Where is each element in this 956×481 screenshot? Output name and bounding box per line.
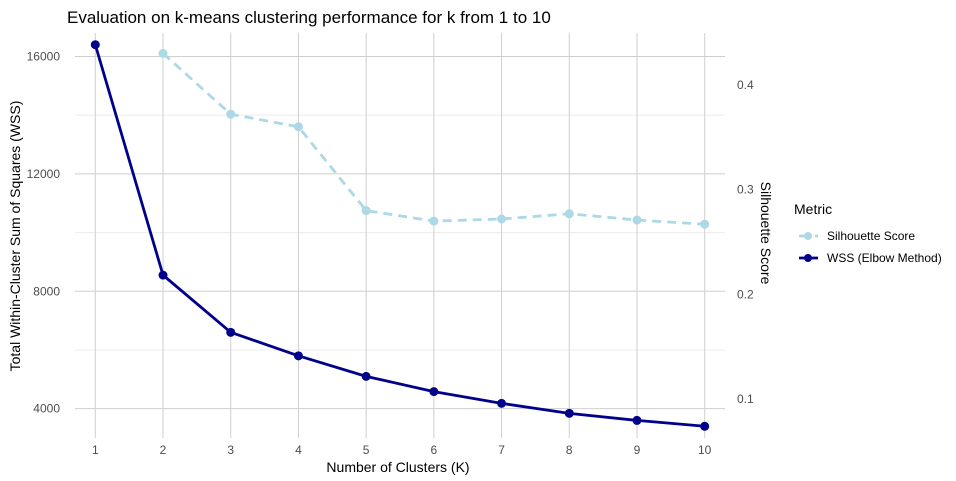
silhouette-score-point — [226, 109, 236, 119]
wss-elbow-method-point — [429, 387, 439, 397]
y-tick-label: 8000 — [33, 284, 60, 298]
chart-title: Evaluation on k-means clustering perform… — [67, 8, 551, 27]
y2-tick-label: 0.1 — [737, 392, 754, 406]
silhouette-score-point — [497, 214, 507, 224]
silhouette-score-point — [361, 206, 371, 216]
y-tick-label: 16000 — [27, 49, 61, 63]
series-layer — [90, 40, 710, 431]
x-tick-label: 1 — [92, 443, 99, 457]
legend-items: Silhouette Score WSS (Elbow Method) — [799, 229, 942, 265]
wss-elbow-method-point — [361, 371, 371, 381]
silhouette-score-point — [632, 215, 642, 225]
x-tick-label: 6 — [431, 443, 438, 457]
silhouette-score-point — [700, 219, 710, 229]
x-axis-title: Number of Clusters (K) — [326, 459, 469, 475]
legend-label-wss-elbow-method: WSS (Elbow Method) — [827, 251, 942, 265]
wss-elbow-method-point — [497, 398, 507, 408]
legend-marker-silhouette-score — [804, 232, 812, 240]
wss-elbow-method-line — [93, 44, 705, 428]
x-tick-label: 4 — [295, 443, 302, 457]
y-axis-title: Total Within-Cluster Sum of Squares (WSS… — [7, 101, 23, 372]
grid — [75, 33, 725, 438]
x-tick-label: 10 — [698, 443, 712, 457]
x-tick-label: 9 — [634, 443, 641, 457]
legend-title: Metric — [794, 201, 832, 217]
y2-tick-label: 0.2 — [737, 287, 754, 301]
x-tick-label: 3 — [227, 443, 234, 457]
silhouette-score-point — [158, 48, 168, 58]
silhouette-score-point — [293, 122, 303, 132]
x-tick-label: 2 — [160, 443, 167, 457]
ticks: 4000 8000 12000 16000 1 2 3 4 5 6 7 8 9 10 0.1 0.2 0.3 0.… — [27, 49, 754, 457]
wss-elbow-method-point — [564, 408, 574, 418]
silhouette-score-point — [429, 216, 439, 226]
y2-tick-label: 0.4 — [737, 78, 754, 92]
wss-elbow-method-point — [158, 270, 168, 280]
silhouette-score-point — [564, 209, 574, 219]
y2-axis-title: Silhouette Score — [758, 182, 774, 285]
legend: Metric Silhouette Score WSS (Elbow Method… — [794, 201, 942, 265]
x-tick-label: 7 — [498, 443, 505, 457]
x-tick-label: 8 — [566, 443, 573, 457]
y2-tick-label: 0.3 — [737, 183, 754, 197]
legend-label-silhouette-score: Silhouette Score — [827, 229, 915, 243]
wss-elbow-method-point — [632, 415, 642, 425]
legend-marker-wss-elbow-method — [804, 254, 812, 262]
wss-elbow-method-point — [90, 40, 100, 50]
wss-elbow-method-point — [293, 351, 303, 361]
x-tick-label: 5 — [363, 443, 370, 457]
wss-elbow-method-point — [700, 421, 710, 431]
y-tick-label: 12000 — [27, 167, 61, 181]
wss-elbow-method-point — [226, 327, 236, 337]
y-tick-label: 4000 — [33, 402, 60, 416]
